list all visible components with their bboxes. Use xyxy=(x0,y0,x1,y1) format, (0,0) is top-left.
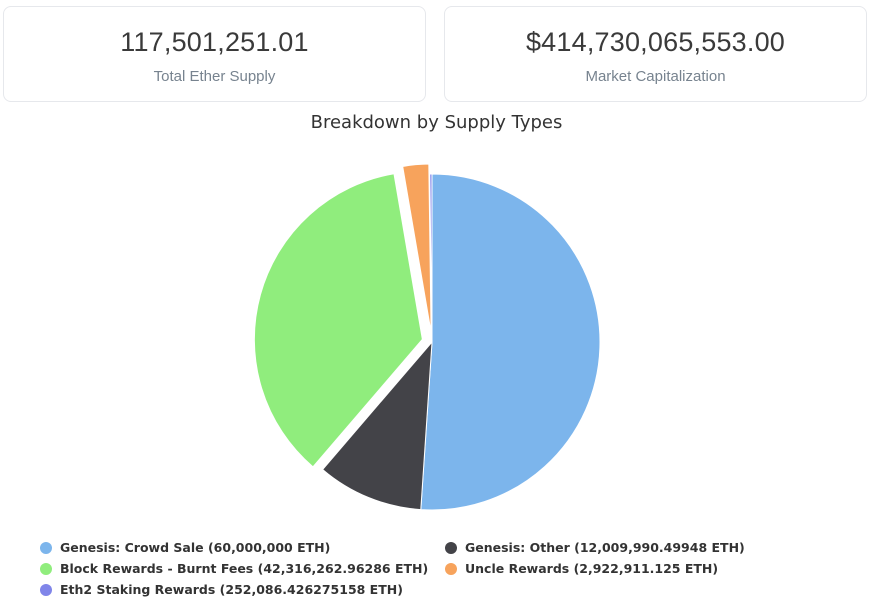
legend-label-3: Uncle Rewards (2,922,911.125 ETH) xyxy=(465,561,719,576)
market-cap-label: Market Capitalization xyxy=(585,68,726,85)
pie-slice-4[interactable] xyxy=(429,173,433,343)
pie-slice-3[interactable] xyxy=(402,163,432,333)
market-cap-value: $414,730,065,553.00 xyxy=(525,27,786,57)
legend-item-0[interactable]: Genesis: Crowd Sale (60,000,000 ETH) xyxy=(40,540,330,555)
legend-marker-2 xyxy=(40,562,52,575)
legend-item-4[interactable]: Eth2 Staking Rewards (252,086.426275158 … xyxy=(40,582,403,597)
legend-marker-1 xyxy=(445,541,457,554)
legend-item-3[interactable]: Uncle Rewards (2,922,911.125 ETH) xyxy=(445,561,718,576)
legend-label-1: Genesis: Other (12,009,990.49948 ETH) xyxy=(465,540,745,555)
legend-item-1[interactable]: Genesis: Other (12,009,990.49948 ETH) xyxy=(445,540,745,555)
chart-title: Breakdown by Supply Types xyxy=(310,112,563,133)
market-cap-card: $414,730,065,553.00 Market Capitalizatio… xyxy=(444,6,867,102)
pie-slice-0[interactable] xyxy=(420,173,601,511)
legend-marker-4 xyxy=(40,583,52,596)
legend-marker-0 xyxy=(40,541,52,554)
pie-slice-2[interactable] xyxy=(253,173,423,468)
total-supply-label: Total Ether Supply xyxy=(153,68,276,85)
total-supply-card: 117,501,251.01 Total Ether Supply xyxy=(3,6,426,102)
pie-slice-1[interactable] xyxy=(321,340,433,511)
total-supply-value: 117,501,251.01 xyxy=(120,27,309,57)
legend-marker-3 xyxy=(445,562,457,575)
legend-label-0: Genesis: Crowd Sale (60,000,000 ETH) xyxy=(60,540,331,555)
legend-label-4: Eth2 Staking Rewards (252,086.426275158 … xyxy=(60,582,403,597)
legend-label-2: Block Rewards - Burnt Fees (42,316,262.9… xyxy=(60,561,429,576)
legend-item-2[interactable]: Block Rewards - Burnt Fees (42,316,262.9… xyxy=(40,561,428,576)
